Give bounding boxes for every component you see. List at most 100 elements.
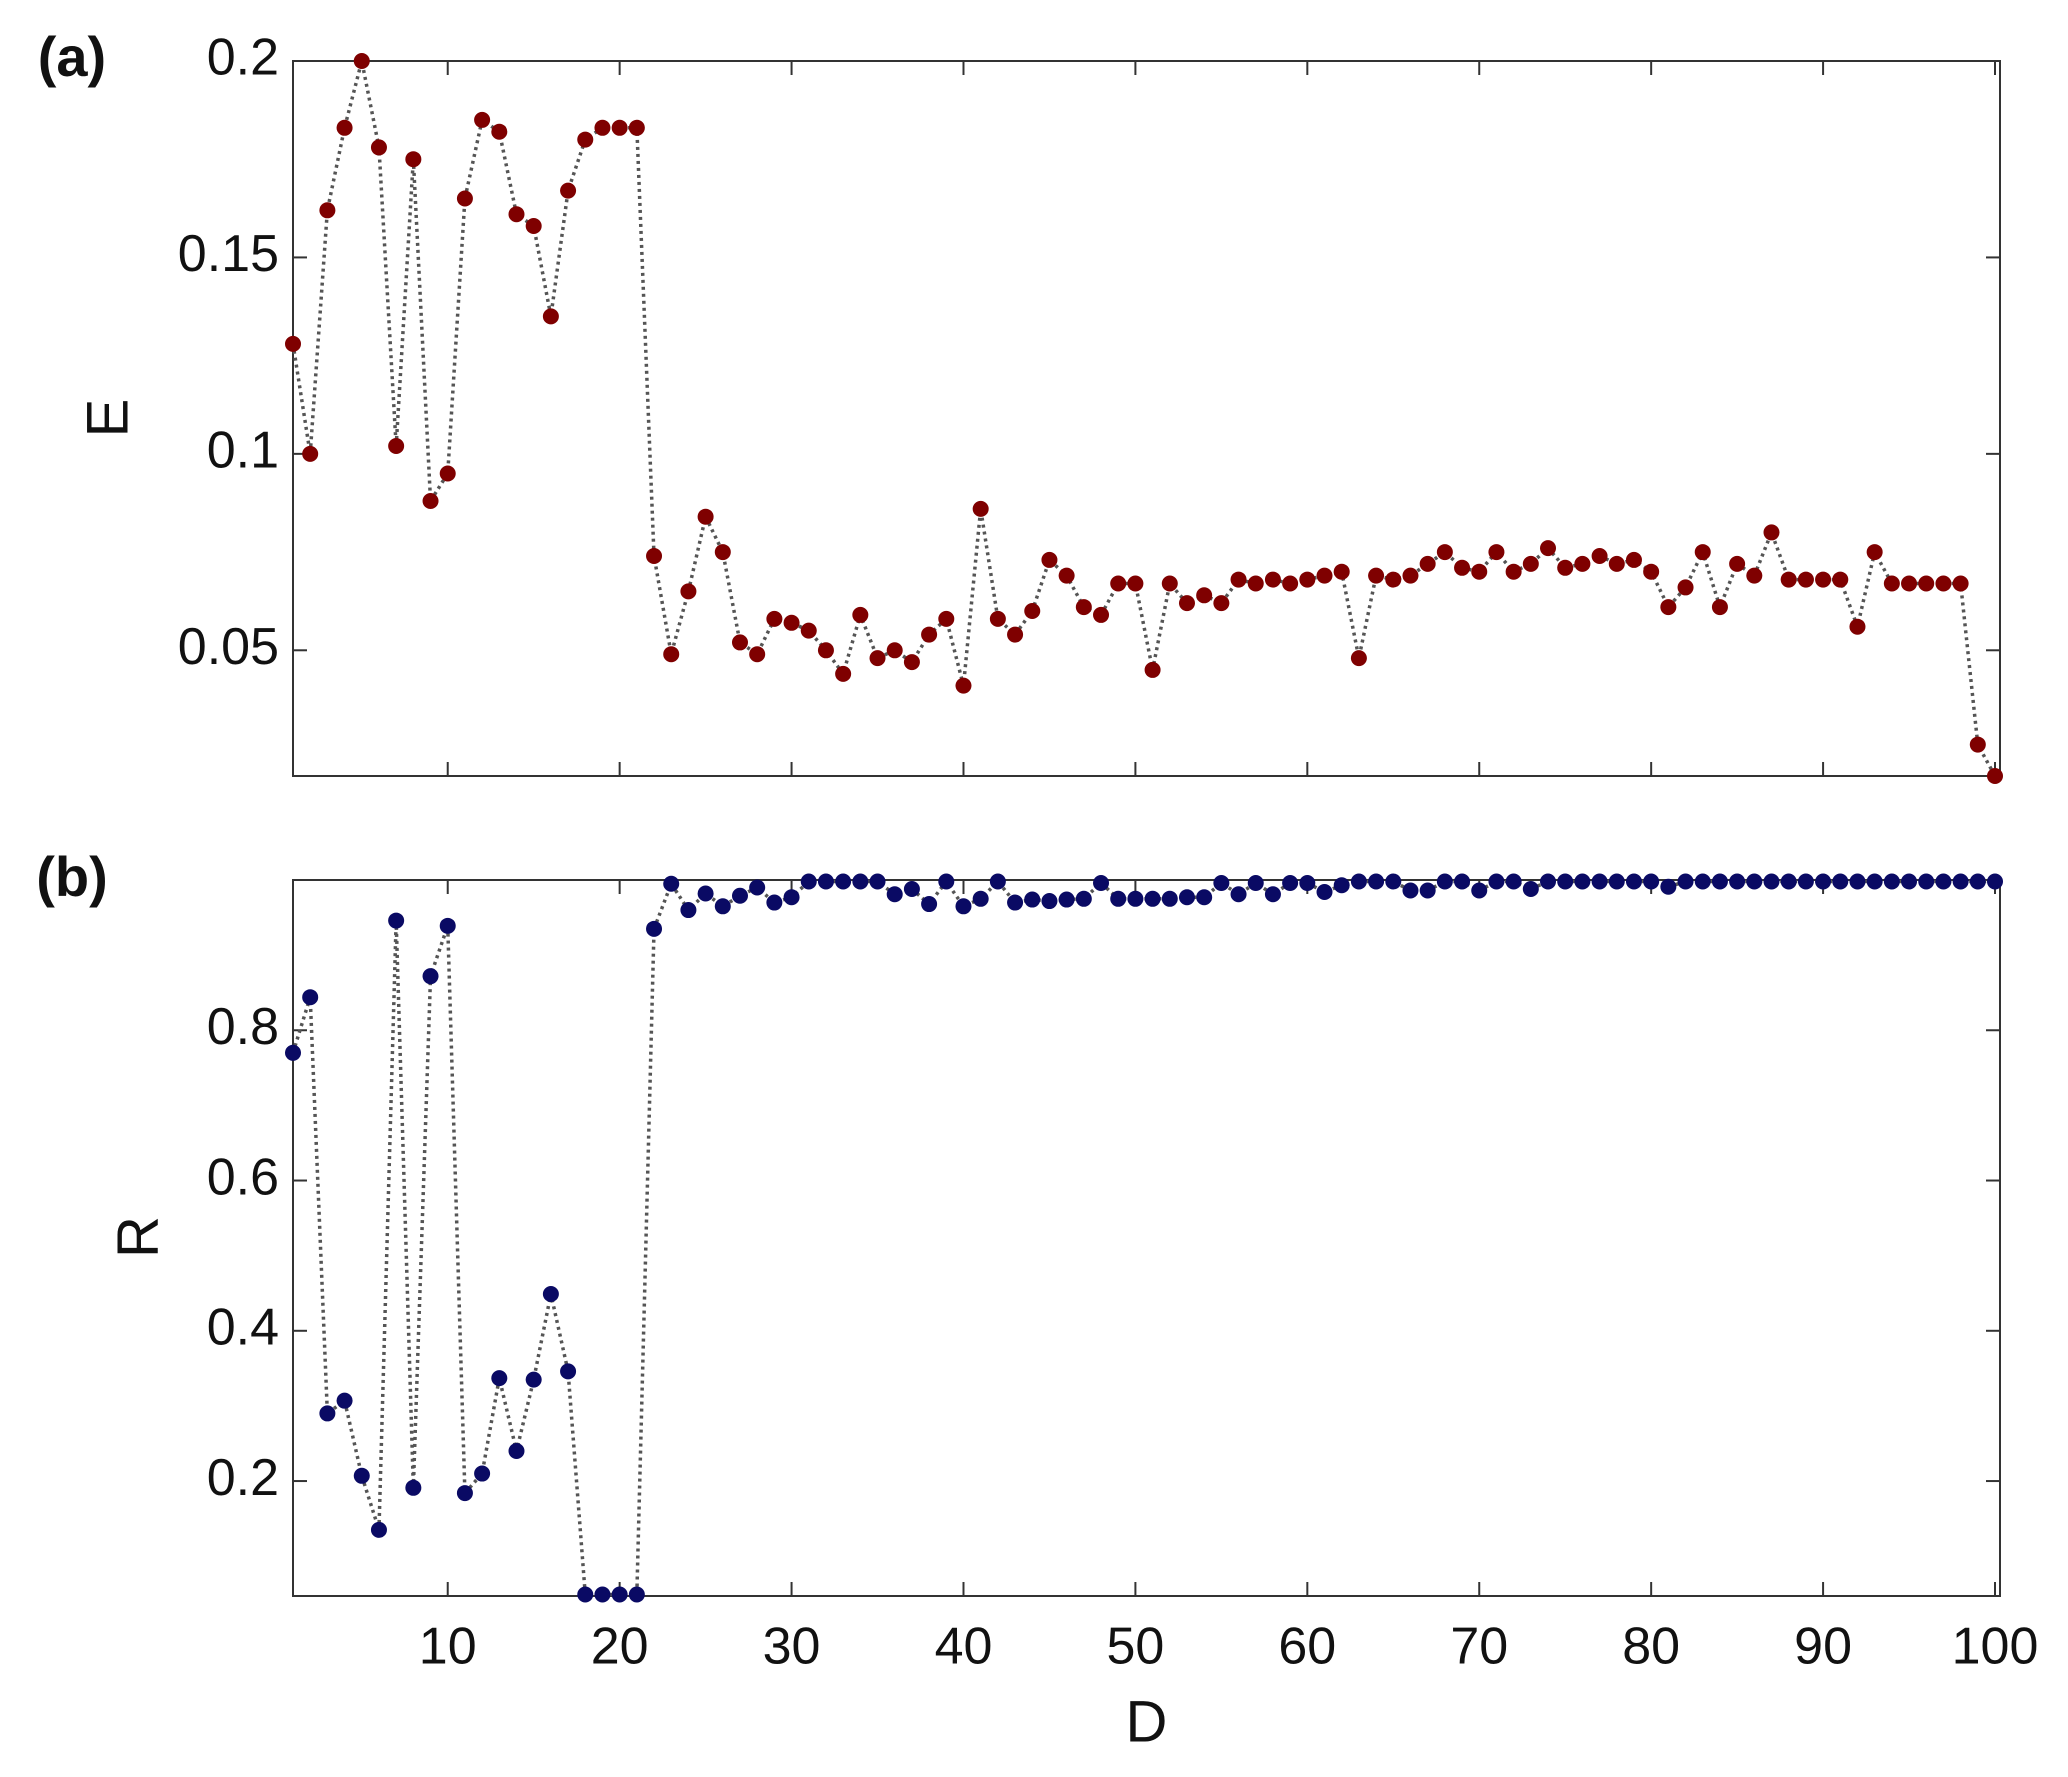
data-point	[1230, 571, 1247, 588]
y-tick-label: 0.1	[207, 422, 279, 480]
data-point	[1918, 575, 1935, 592]
data-point	[1763, 873, 1780, 890]
data-point	[388, 438, 405, 454]
data-point	[1694, 544, 1711, 561]
data-point	[1557, 559, 1574, 576]
data-point	[1178, 595, 1195, 612]
data-point	[1350, 650, 1367, 667]
data-point	[714, 544, 731, 561]
data-point	[1144, 890, 1161, 907]
data-point	[1883, 873, 1900, 890]
data-point	[1385, 571, 1402, 588]
data-point	[405, 1479, 422, 1496]
x-axis-label: D	[1126, 1689, 1168, 1754]
data-point	[955, 677, 972, 694]
data-point	[611, 119, 628, 136]
data-point	[1436, 544, 1453, 561]
data-point	[1196, 889, 1213, 906]
data-point	[542, 1285, 559, 1302]
data-point	[1282, 875, 1299, 892]
data-point	[628, 1586, 645, 1603]
y-axis-label: R	[105, 1216, 170, 1258]
data-point	[456, 1485, 473, 1502]
data-point	[1987, 873, 2003, 890]
data-point	[1419, 882, 1436, 899]
data-point	[697, 508, 714, 525]
data-point	[1677, 873, 1694, 890]
data-point	[560, 182, 577, 199]
data-point	[1264, 886, 1281, 903]
data-point	[1350, 873, 1367, 890]
x-tick-label: 40	[935, 1618, 993, 1676]
data-point	[1007, 626, 1024, 643]
data-point	[903, 881, 920, 898]
data-point	[336, 1392, 353, 1409]
data-point	[594, 119, 611, 136]
data-line	[291, 878, 1995, 1597]
data-point	[1024, 603, 1041, 619]
panel-label: (b)	[36, 845, 108, 908]
data-point	[886, 642, 903, 659]
x-tick-label: 20	[591, 1618, 649, 1676]
data-point	[508, 1442, 525, 1459]
data-point	[319, 202, 336, 219]
data-point	[1522, 881, 1539, 898]
data-point	[680, 902, 697, 919]
data-point	[886, 886, 903, 903]
data-point	[835, 873, 852, 890]
data-point	[1024, 891, 1041, 908]
x-tick-label: 70	[1450, 1618, 1508, 1676]
data-point	[560, 1363, 577, 1380]
data-point	[1643, 873, 1660, 890]
data-point	[1093, 606, 1110, 623]
data-point	[508, 206, 525, 223]
x-tick-label: 100	[1952, 1618, 2039, 1676]
data-point	[1075, 599, 1092, 616]
data-point	[422, 968, 439, 985]
data-point	[955, 898, 972, 915]
data-point	[1316, 567, 1333, 584]
data-point	[1402, 567, 1419, 584]
data-point	[1127, 575, 1144, 592]
data-point	[1797, 571, 1814, 588]
data-point	[646, 920, 663, 937]
data-point	[285, 1044, 301, 1061]
data-point	[1866, 873, 1883, 890]
data-point	[1402, 882, 1419, 899]
data-point	[1711, 599, 1728, 616]
data-point	[1333, 563, 1350, 580]
data-point	[1935, 575, 1952, 592]
data-point	[972, 500, 989, 517]
x-tick-label: 60	[1278, 1618, 1336, 1676]
x-tick-label: 30	[763, 1618, 821, 1676]
data-line	[291, 60, 1997, 777]
data-point	[1299, 875, 1316, 892]
data-point	[1316, 884, 1333, 901]
data-point	[1591, 548, 1608, 564]
data-point	[869, 650, 886, 667]
data-point	[1815, 571, 1832, 588]
data-point	[1660, 599, 1677, 616]
data-point	[852, 606, 869, 623]
data-point	[697, 885, 714, 902]
data-point	[577, 1586, 594, 1603]
data-point	[1230, 886, 1247, 903]
data-point	[439, 917, 456, 934]
data-point	[835, 665, 852, 682]
data-point	[1780, 873, 1797, 890]
data-point	[1901, 575, 1918, 592]
data-point	[319, 1405, 336, 1422]
data-point	[542, 308, 559, 325]
data-point	[869, 873, 886, 890]
data-point	[611, 1586, 628, 1603]
data-point	[370, 1521, 387, 1538]
data-point	[1368, 567, 1385, 584]
data-point	[663, 646, 680, 663]
data-point	[731, 634, 748, 651]
data-point	[1660, 878, 1677, 895]
data-point	[1264, 571, 1281, 588]
data-point	[800, 622, 817, 639]
data-point	[1935, 873, 1952, 890]
data-point	[336, 119, 353, 136]
data-point	[1763, 524, 1780, 541]
